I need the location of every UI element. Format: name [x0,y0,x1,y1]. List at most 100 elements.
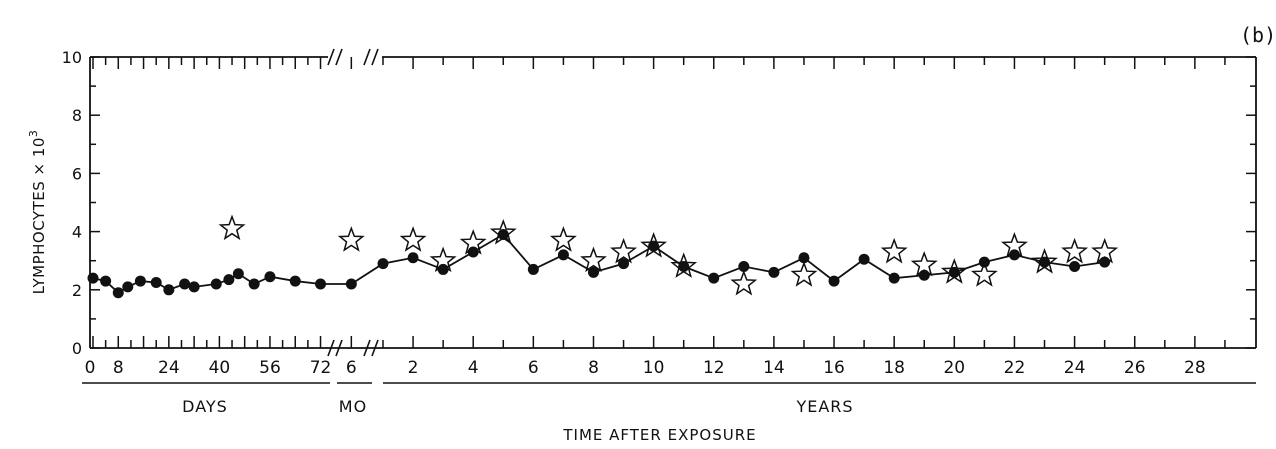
y-tick-label: 2 [72,281,82,300]
star-point [337,226,365,252]
star-point [549,226,577,252]
circle-point [248,278,260,290]
x-tick-label: 26 [1124,358,1146,378]
circle-point [1099,256,1111,268]
y-axis-label-text: LYMPHOCYTES × 10 [30,137,48,294]
circle-point [100,275,112,287]
circle-point [557,249,569,261]
x-tick-label: 10 [643,358,665,378]
axis-break-mark [335,339,343,357]
x-tick-label: 72 [310,358,332,378]
y-axis-label-exponent: 3 [27,130,40,138]
x-tick-label: 14 [763,358,785,378]
circle-point [678,261,690,273]
star-point [730,269,758,296]
y-tick-label: 10 [62,48,82,67]
x-tick-label: 24 [158,358,180,378]
y-tick-label: 6 [72,164,82,183]
circle-point [618,258,630,270]
circle-point [345,278,357,290]
axis-break-mark [363,339,371,357]
axis-break-mark [327,339,335,357]
star-point [1031,248,1058,274]
x-tick-label: 16 [823,358,845,378]
x-axis-title: TIME AFTER EXPOSURE [562,426,756,444]
star-point [790,261,818,287]
axis-break-mark [371,48,379,66]
circle-point [1039,256,1051,268]
circle-point [150,277,162,289]
circle-point [188,281,200,293]
x-tick-label: 22 [1004,358,1026,378]
circle-point [87,272,99,284]
circle-point [888,272,900,284]
star-point [880,237,908,264]
circle-point [232,268,244,280]
y-axis: 0 2 4 6 8 10 [62,48,1256,358]
x-tick-label: 56 [259,358,281,378]
y-tick-label: 4 [72,223,82,242]
circle-point [264,271,276,283]
segment-label-days: DAYS [182,397,228,416]
circle-point [948,266,960,278]
panel-label: (b) [1240,23,1276,47]
x-tick-label: 40 [209,358,231,378]
x-segment-labels: DAYS MO YEARS [82,382,1256,416]
circle-point [1069,261,1081,273]
star-point [940,258,968,284]
star-point [670,252,698,278]
circle-point [315,278,327,290]
circle-point [768,266,780,278]
circle-point [648,240,660,252]
series-markers [87,214,1119,299]
star-point [399,226,427,252]
axis-break-mark [371,339,379,357]
x-axis: 0 8 24 40 56 72 6 2 4 6 8 10 12 14 16 18 20 22 24 26 28 [85,57,1226,378]
x-tick-label: 2 [408,358,419,378]
star-point [610,237,638,264]
circle-point [587,266,599,278]
segment-label-mo: MO [339,397,367,416]
circle-point [918,269,930,281]
x-tick-label: 8 [588,358,599,378]
x-tick-label: 4 [468,358,479,378]
y-tick-label: 8 [72,106,82,125]
circle-point [527,263,539,275]
circle-point [497,229,509,241]
x-tick-label: 0 [85,358,96,378]
x-tick-label: 24 [1064,358,1086,378]
circle-point [163,284,175,296]
axis-break-mark [327,48,335,66]
circle-point [210,278,222,290]
plot-frame [89,56,1257,349]
circle-point [798,252,810,264]
circle-point [407,252,419,264]
circle-point [738,261,750,273]
circle-point [377,258,389,270]
circle-point [858,253,870,265]
star-point [489,218,517,245]
circle-point [179,278,191,290]
star-point [1091,237,1119,264]
circle-point [289,275,301,287]
circle-point [112,287,124,299]
x-tick-label: 20 [943,358,965,378]
y-tick-label: 0 [72,339,82,358]
star-point [910,250,938,277]
x-tick-label: 28 [1184,358,1206,378]
star-point [459,229,487,255]
x-tick-label: 18 [883,358,905,378]
segment-label-years: YEARS [795,397,853,416]
star-point [970,261,998,287]
circle-point [134,275,146,287]
axis-breaks [327,48,379,357]
x-tick-label: 12 [703,358,725,378]
circle-point [122,281,134,293]
star-point [1000,232,1028,258]
x-tick-label: 6 [528,358,539,378]
circle-point [223,274,235,286]
y-axis-label: LYMPHOCYTES × 103 [27,130,48,295]
axis-break-mark [335,48,343,66]
star-point [580,246,607,273]
